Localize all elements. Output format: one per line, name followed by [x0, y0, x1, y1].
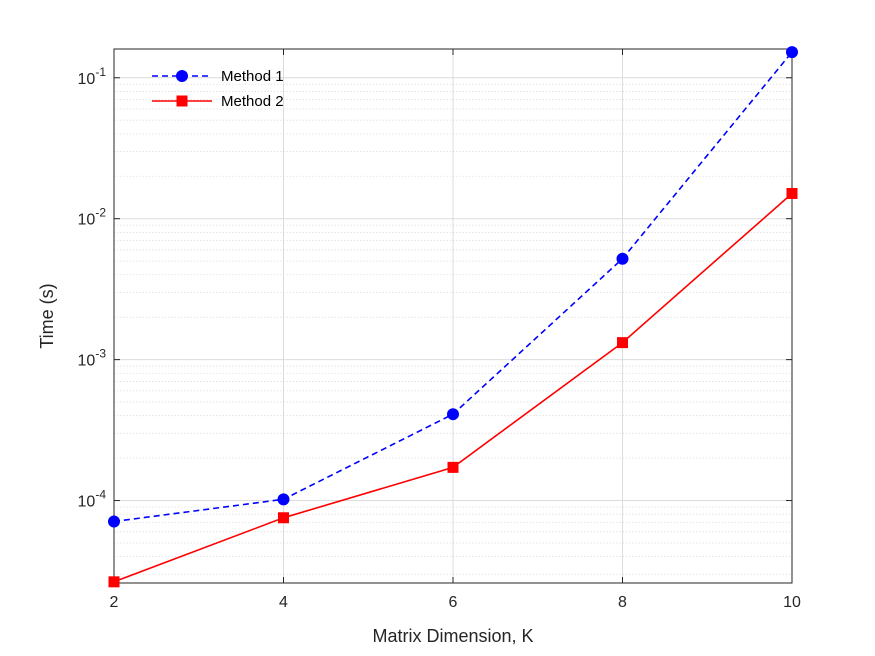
- x-tick-label: 2: [110, 594, 119, 611]
- y-tick-label: 10-3: [78, 347, 107, 370]
- series-1-marker: [108, 515, 120, 528]
- x-axis-label: Matrix Dimension, K: [372, 626, 533, 646]
- series-2-marker: [108, 576, 120, 588]
- legend-marker-2: [176, 95, 188, 107]
- series-layer: [108, 46, 798, 588]
- series-1-marker: [786, 46, 798, 59]
- series-2-marker: [447, 461, 459, 473]
- legend-label-2: Method 2: [221, 93, 284, 110]
- y-axis: 10-410-310-210-1: [78, 65, 792, 511]
- x-axis: 2 4 6 8 10: [110, 49, 801, 611]
- y-tick-label: 10-1: [78, 65, 107, 88]
- series-2-marker: [278, 512, 289, 524]
- legend-marker-1: [176, 70, 188, 82]
- y-tick-label: 10-4: [78, 488, 107, 511]
- series-2-marker: [786, 187, 798, 199]
- series-1-marker: [616, 252, 629, 265]
- x-tick-label: 8: [618, 594, 627, 611]
- y-tick-base: 10: [78, 212, 96, 229]
- y-tick-exponent: -2: [95, 206, 106, 220]
- y-tick-exponent: -1: [95, 65, 106, 79]
- legend-label-1: Method 1: [221, 68, 284, 85]
- series-1-marker: [447, 408, 459, 421]
- y-tick-label: 10-2: [78, 206, 107, 229]
- y-tick-exponent: -3: [95, 347, 106, 361]
- y-tick-base: 10: [78, 494, 96, 511]
- y-axis-label: Time (s): [37, 283, 57, 348]
- x-tick-label: 10: [783, 594, 801, 611]
- x-tick-label: 4: [279, 594, 288, 611]
- series-1-marker: [277, 493, 290, 506]
- legend: Method 1 Method 2: [152, 68, 284, 110]
- y-tick-exponent: -4: [95, 488, 106, 502]
- y-tick-base: 10: [78, 353, 96, 370]
- grid: [113, 49, 793, 583]
- series-2-marker: [617, 337, 628, 349]
- x-tick-label: 6: [449, 594, 458, 611]
- y-tick-base: 10: [78, 71, 96, 88]
